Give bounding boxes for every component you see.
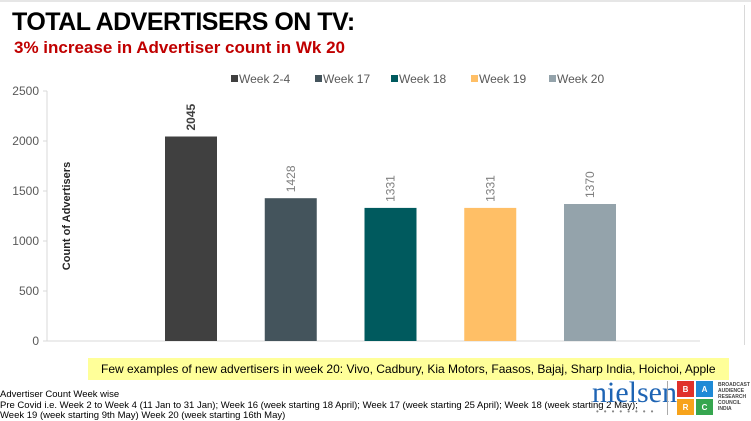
legend-label: Week 18 [399, 72, 446, 86]
y-tick-label: 0 [32, 334, 39, 348]
legend-swatch [231, 75, 238, 82]
advertiser-examples-note: Few examples of new advertisers in week … [88, 358, 729, 380]
bar-chart: 0 500 1000 1500 2000 2500 Count of Advertisers… [12, 72, 700, 348]
legend-label: Week 19 [479, 72, 526, 86]
barc-logo-text: BROADCAST AUDIENCE RESEARCH COUNCIL INDIA [718, 382, 750, 412]
bar-week-18 [364, 207, 417, 341]
page-title: TOTAL ADVERTISERS ON TV: [12, 8, 355, 36]
data-label: 2045 [184, 103, 198, 130]
data-label: 1331 [483, 175, 497, 202]
nielsen-logo-dots: •••••••• [596, 407, 659, 416]
data-label: 1370 [583, 171, 597, 198]
y-tick-label: 2500 [12, 84, 39, 98]
legend-swatch [549, 75, 556, 82]
top-divider [0, 0, 751, 2]
legend-swatch [391, 75, 398, 82]
bar-week-17 [264, 198, 317, 341]
data-label: 1428 [284, 165, 298, 192]
legend-swatch [315, 75, 322, 82]
legend-swatch [471, 75, 478, 82]
legend-label: Week 2-4 [239, 72, 290, 86]
bar-week-2-4 [165, 136, 217, 341]
footer-line-3: Week 19 (week starting 9th May) Week 20 … [0, 410, 286, 421]
y-tick-label: 2000 [12, 134, 39, 148]
footer-line-2: Pre Covid i.e. Week 2 to Week 4 (11 Jan … [0, 400, 638, 411]
right-divider [744, 5, 745, 345]
data-label: 1331 [384, 175, 398, 202]
logo-separator [667, 381, 668, 415]
bar-week-19 [464, 207, 517, 341]
y-tick-label: 1500 [12, 184, 39, 198]
y-axis-label: Count of Advertisers [61, 162, 73, 270]
y-tick-label: 500 [19, 284, 39, 298]
legend-label: Week 20 [557, 72, 604, 86]
page-subtitle: 3% increase in Advertiser count in Wk 20 [14, 38, 345, 57]
legend-label: Week 17 [323, 72, 370, 86]
bar-week-20 [564, 204, 616, 341]
y-tick-label: 1000 [12, 234, 39, 248]
nielsen-logo: nielsen [592, 376, 677, 409]
footer-line-1: Advertiser Count Week wise [0, 389, 120, 400]
